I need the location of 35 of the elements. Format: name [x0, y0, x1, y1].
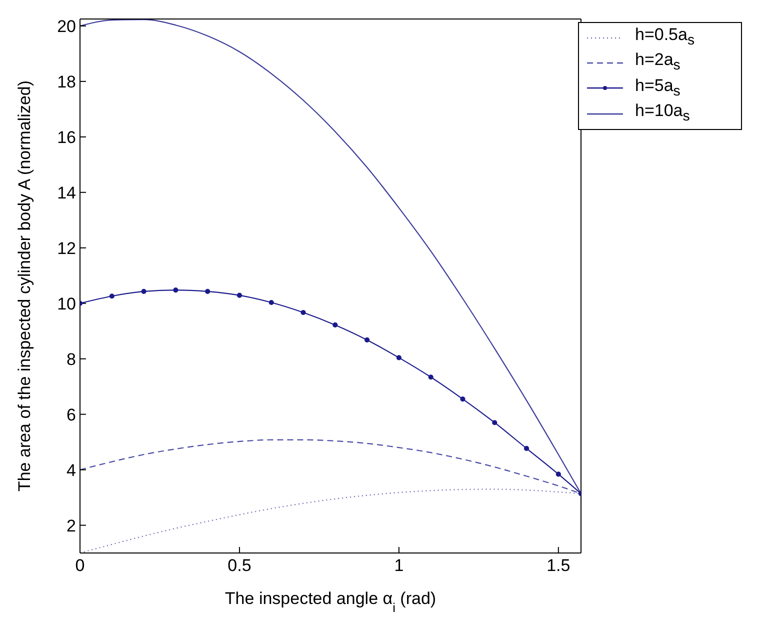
point [396, 355, 402, 360]
legend-label: h=5a$_{s}$ [635, 76, 680, 100]
point [460, 396, 466, 402]
point [109, 294, 114, 299]
legend-label: h=0.5a$_{s}$ [635, 25, 695, 48]
x-tick-label: 1.5 [546, 556, 570, 576]
y-tick-label: 4 [66, 460, 76, 480]
point [492, 420, 498, 426]
x-tick-label: 1 [394, 556, 404, 576]
point [205, 288, 210, 294]
point [428, 374, 434, 380]
point [141, 288, 146, 294]
legend-label: h=2a$_{s}$ [635, 50, 680, 74]
y-tick-label: 20 [57, 16, 76, 36]
point [332, 322, 338, 328]
y-tick-label: 10 [57, 294, 76, 314]
point [236, 292, 242, 298]
point [268, 300, 274, 306]
y-tick-label: 12 [57, 238, 76, 258]
y-axis-title: The area of the inspected cylinder body A (normalized) [15, 80, 34, 492]
point [524, 446, 530, 451]
legend-label: h=10a$_{s}$ [635, 101, 690, 125]
y-tick-label: 14 [57, 183, 76, 202]
point [173, 287, 178, 293]
y-tick-label: 2 [66, 516, 76, 536]
y-tick-label: 16 [57, 128, 76, 147]
point [556, 472, 561, 477]
y-tick-label: 18 [57, 72, 76, 92]
x-axis-title: The inspected angle α$_{i}$ (rad) [224, 589, 436, 614]
point [364, 337, 370, 343]
y-tick-label: 8 [66, 350, 76, 369]
x-tick-label: 0.5 [228, 556, 252, 576]
y-tick-label: 6 [66, 405, 76, 424]
x-tick-label: 0 [75, 556, 85, 576]
point [300, 310, 306, 316]
